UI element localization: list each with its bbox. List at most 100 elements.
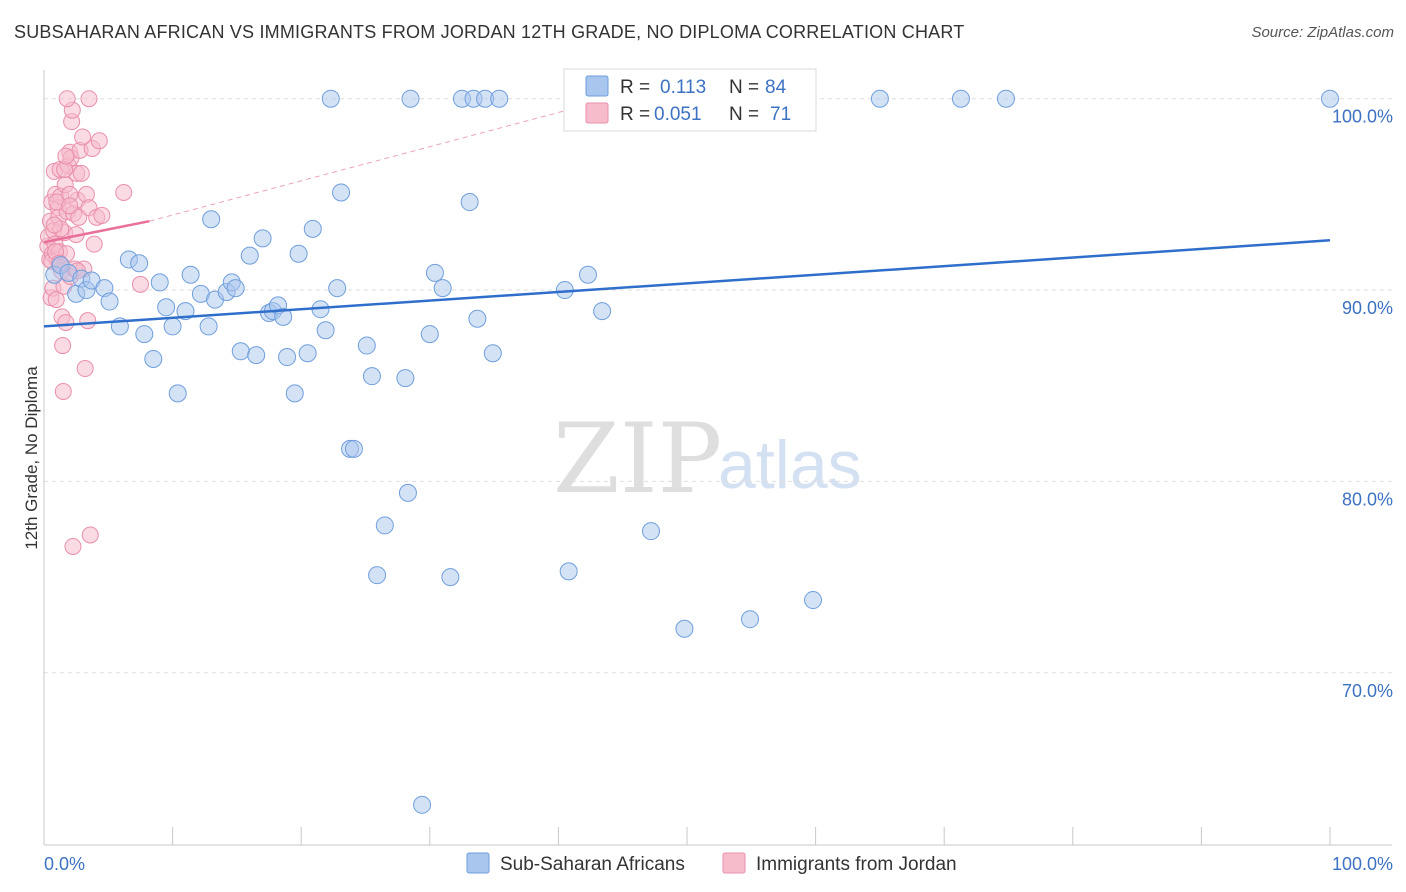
point-jordan: [76, 360, 94, 378]
y-tick-label: 80.0%: [1342, 489, 1393, 509]
point-jordan: [72, 164, 90, 182]
point-sub-saharan: [468, 309, 487, 328]
legend-swatch-jordan: [722, 852, 746, 874]
stats-n-label-blue: N =: [729, 77, 759, 98]
stats-n-label-pink: N =: [729, 104, 759, 125]
point-sub-saharan: [870, 89, 889, 108]
series-immigrants-from-jordan: [39, 90, 149, 555]
point-jordan: [61, 197, 79, 215]
point-jordan: [74, 128, 92, 146]
x-tick-label: 100.0%: [1332, 854, 1393, 874]
point-sub-saharan: [420, 325, 439, 344]
chart-source: Source: ZipAtlas.com: [1251, 24, 1394, 41]
stats-legend: R = 0.113 N = 84 R = 0.051 N = 71: [563, 68, 817, 132]
point-sub-saharan: [181, 265, 200, 284]
point-sub-saharan: [490, 89, 509, 108]
point-sub-saharan: [135, 325, 154, 344]
point-sub-saharan: [199, 317, 218, 336]
point-jordan: [45, 216, 63, 234]
point-sub-saharan: [144, 349, 163, 368]
legend-label-jordan: Immigrants from Jordan: [756, 854, 957, 875]
y-axis-title: 12th Grade, No Diploma: [22, 366, 41, 550]
point-sub-saharan: [951, 89, 970, 108]
point-sub-saharan: [278, 348, 297, 367]
legend-swatch-sub-saharan: [466, 852, 490, 874]
point-sub-saharan: [593, 302, 612, 321]
point-sub-saharan: [289, 244, 308, 263]
point-sub-saharan: [741, 610, 760, 629]
y-tick-label: 90.0%: [1342, 298, 1393, 318]
point-sub-saharan: [321, 89, 340, 108]
point-sub-saharan: [298, 344, 317, 363]
point-sub-saharan: [274, 307, 293, 326]
point-jordan: [57, 314, 75, 332]
point-sub-saharan: [202, 210, 221, 229]
watermark-atlas: atlas: [718, 427, 862, 503]
point-jordan: [80, 90, 98, 108]
point-jordan: [79, 312, 97, 330]
point-sub-saharan: [168, 384, 187, 403]
trend-line-sub-saharan: [43, 239, 1331, 328]
point-sub-saharan: [253, 229, 272, 248]
chart-title: SUBSAHARAN AFRICAN VS IMMIGRANTS FROM JO…: [14, 22, 965, 42]
point-jordan: [54, 382, 72, 400]
point-sub-saharan: [401, 89, 420, 108]
point-sub-saharan: [1321, 89, 1339, 108]
point-sub-saharan: [130, 254, 149, 273]
stats-legend-swatch-blue: [585, 75, 609, 97]
point-jordan: [58, 90, 76, 108]
point-sub-saharan: [176, 302, 195, 321]
series-sub-saharan-africans: [45, 89, 1339, 814]
point-sub-saharan: [675, 619, 694, 638]
watermark-zip: ZIP: [553, 403, 722, 515]
axes: [43, 70, 1392, 846]
point-sub-saharan: [641, 522, 660, 541]
stats-n-value-pink: 71: [770, 104, 791, 125]
point-sub-saharan: [100, 292, 119, 311]
point-sub-saharan: [433, 279, 452, 298]
point-sub-saharan: [226, 279, 245, 298]
legend-label-sub-saharan: Sub-Saharan Africans: [500, 854, 685, 875]
point-sub-saharan: [368, 566, 387, 585]
stats-legend-swatch-pink: [585, 102, 609, 124]
point-sub-saharan: [441, 568, 460, 587]
trend-line-jordan-extension: [149, 96, 618, 222]
point-jordan: [47, 291, 65, 309]
point-sub-saharan: [328, 279, 347, 298]
point-sub-saharan: [316, 321, 335, 340]
stats-r-value-pink: 0.051: [654, 104, 702, 125]
point-sub-saharan: [559, 562, 578, 581]
point-jordan: [131, 275, 149, 293]
point-sub-saharan: [163, 317, 182, 336]
point-sub-saharan: [240, 246, 259, 265]
point-sub-saharan: [398, 483, 417, 502]
trend-extension: [149, 96, 618, 222]
point-jordan: [85, 235, 103, 253]
point-sub-saharan: [460, 193, 479, 212]
point-sub-saharan: [578, 265, 597, 284]
point-jordan: [93, 206, 111, 224]
point-sub-saharan: [157, 298, 176, 317]
point-sub-saharan: [332, 183, 351, 202]
y-tick-label: 70.0%: [1342, 681, 1393, 701]
stats-r-label-blue: R =: [620, 77, 650, 98]
point-sub-saharan: [804, 591, 823, 610]
x-tick-labels: 0.0% 100.0%: [44, 854, 1393, 874]
watermark: ZIP atlas: [553, 403, 862, 515]
point-sub-saharan: [375, 516, 394, 535]
stats-r-value-blue: 0.113: [660, 77, 706, 98]
series-legend: Sub-Saharan Africans Immigrants from Jor…: [466, 852, 957, 875]
point-jordan: [57, 147, 75, 165]
trend-lines: [43, 219, 1331, 328]
point-sub-saharan: [303, 219, 322, 238]
point-sub-saharan: [996, 89, 1015, 108]
point-sub-saharan: [344, 439, 363, 458]
stats-n-value-blue: 84: [765, 77, 787, 98]
point-jordan: [81, 526, 99, 544]
point-jordan: [54, 337, 72, 355]
point-jordan: [115, 183, 133, 201]
point-sub-saharan: [231, 342, 250, 361]
point-sub-saharan: [413, 795, 432, 814]
point-jordan: [90, 132, 108, 150]
